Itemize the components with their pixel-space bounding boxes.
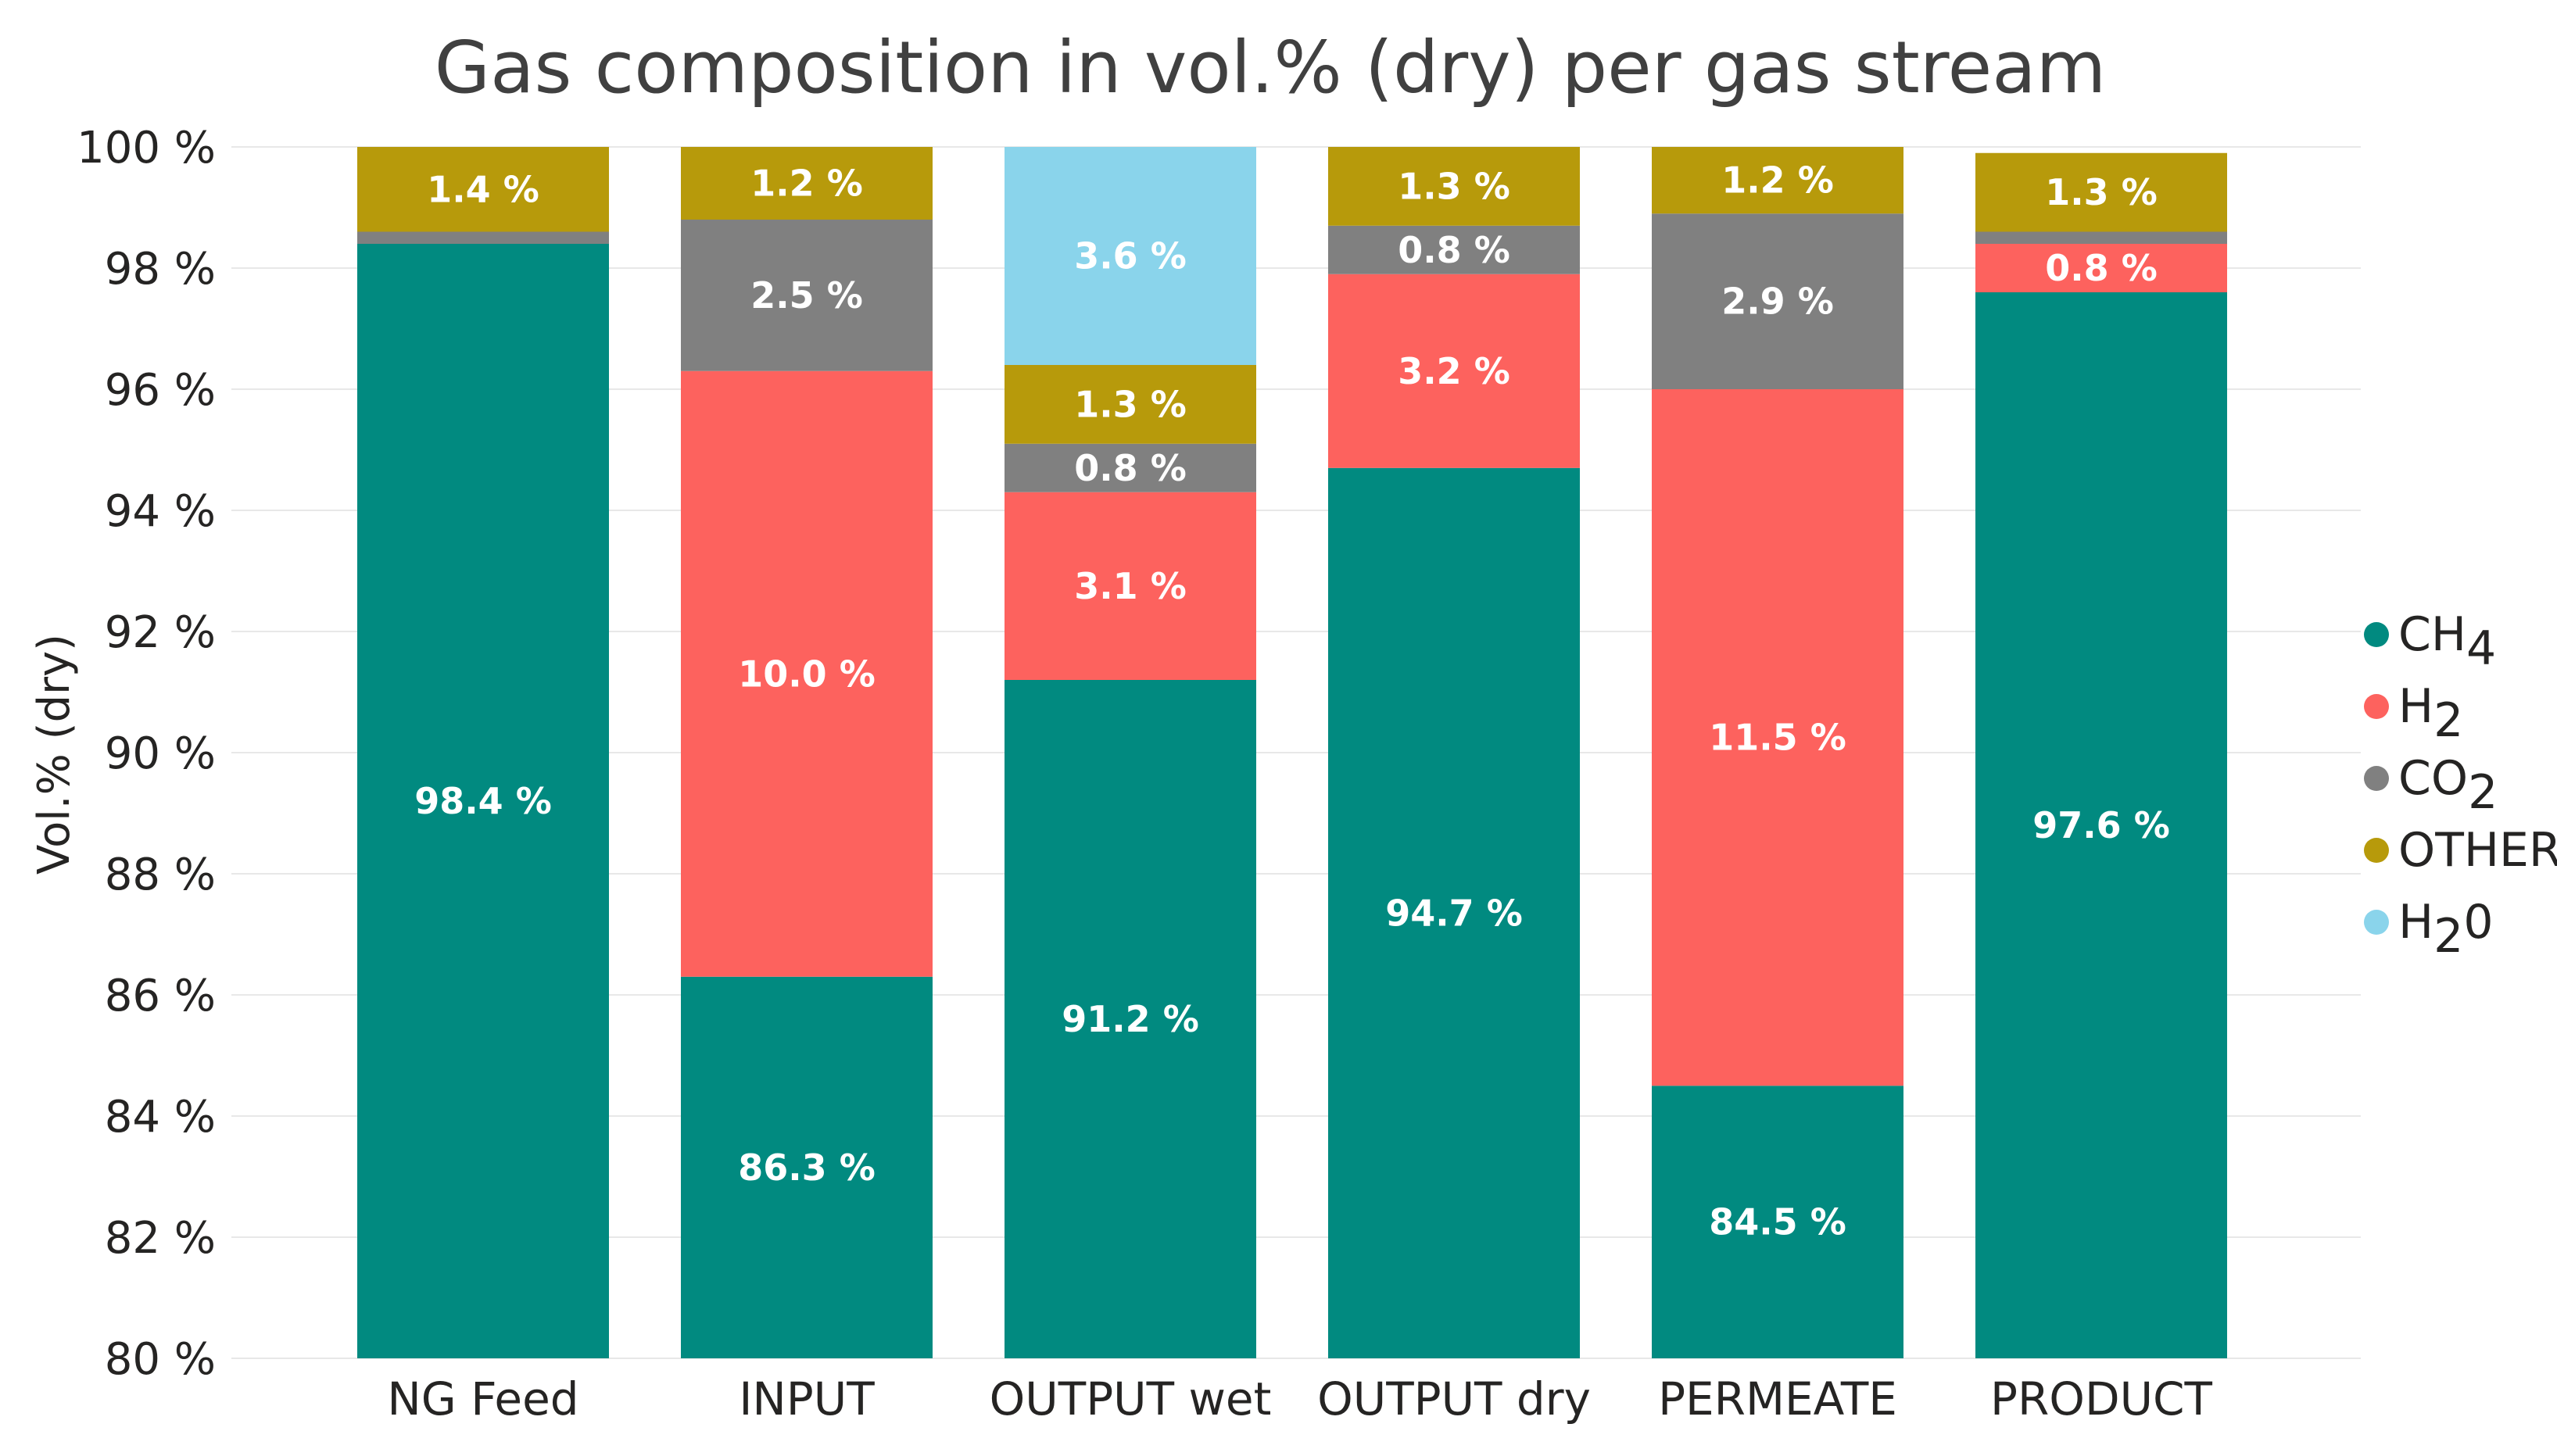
x-category-label: OUTPUT dry [1317,1372,1591,1426]
legend-label: CH4 [2398,607,2496,676]
data-label-ch4-5: 84.5 % [1709,1201,1846,1243]
data-label-h20-3: 3.6 % [1074,235,1187,277]
legend-item-other[interactable]: OTHER [2364,823,2557,878]
legend-item-ch4[interactable]: CH4 [2364,607,2496,676]
legend-item-h2[interactable]: H2 [2364,679,2463,748]
bar-segment-ch4-2[interactable] [681,976,933,1358]
bar-segment-other-4[interactable] [1328,147,1580,226]
y-tick-label: 90 % [105,728,216,779]
x-category-label: INPUT [739,1372,875,1426]
bar-segment-co2-5[interactable] [1652,213,1903,389]
data-label-ch4-3: 91.2 % [1062,998,1199,1040]
data-label-h2-4: 3.2 % [1398,350,1510,392]
bar-segment-h2-3[interactable] [1005,492,1256,680]
legend-marker [2364,910,2389,935]
data-label-co2-5: 2.9 % [1721,281,1834,323]
bar-segment-h20-3[interactable] [1005,147,1256,365]
data-label-ch4-4: 94.7 % [1385,892,1523,934]
data-label-co2-2: 2.5 % [750,274,863,317]
legend-marker [2364,622,2389,647]
data-label-ch4-6: 97.6 % [2032,804,2170,846]
x-category-label: NG Feed [387,1372,578,1426]
bar-segment-ch4-4[interactable] [1328,467,1580,1358]
bar-segment-other-3[interactable] [1005,365,1256,444]
bar-segment-other-2[interactable] [681,147,933,220]
legend-item-co2[interactable]: CO2 [2364,751,2498,820]
legend-label: OTHER [2398,823,2557,878]
legend-marker [2364,766,2389,791]
y-tick-label: 94 % [105,486,216,537]
x-category-label: PRODUCT [1990,1372,2213,1426]
y-tick-label: 98 % [105,244,216,295]
bar-segment-co2-3[interactable] [1005,443,1256,492]
bar-segment-h2-6[interactable] [1975,244,2227,292]
bar-segment-co2-2[interactable] [681,220,933,371]
legend-label: H2 [2398,679,2463,748]
y-tick-label: 88 % [105,850,216,900]
y-tick-label: 92 % [105,607,216,658]
data-label-other-6: 1.3 % [2045,171,2158,213]
y-tick-label: 80 % [105,1334,216,1385]
bar-segment-co2-4[interactable] [1328,225,1580,274]
bar-segment-co2-6[interactable] [1975,231,2227,245]
bar-segment-other-1[interactable] [357,147,609,232]
data-label-other-4: 1.3 % [1398,165,1510,207]
x-category-label: OUTPUT wet [990,1372,1272,1426]
y-axis-title: Vol.% (dry) [29,634,80,875]
y-tick-label: 96 % [105,365,216,416]
bar-segment-co2-1[interactable] [357,231,609,245]
bars [357,147,2227,1358]
bar-segment-h2-5[interactable] [1652,389,1903,1086]
legend-marker [2364,838,2389,863]
axes: 80 % 82 % 84 % 86 % 88 % 90 % 92 % 94 % 96 % 98 %… [77,123,2212,1426]
x-category-label: PERMEATE [1658,1372,1897,1426]
data-label-other-3: 1.3 % [1074,383,1187,425]
data-label-other-2: 1.2 % [750,163,863,205]
data-label-co2-3: 0.8 % [1074,447,1187,489]
bar-segment-h2-4[interactable] [1328,274,1580,468]
data-label-ch4-1: 98.4 % [414,780,552,822]
data-labels: 98.4 % 1.4 % 86.3 % 10.0 % 2.5 % 1.2 % 91.2 % 3… [414,159,2170,1243]
legend-marker [2364,694,2389,719]
data-label-h2-2: 10.0 % [738,653,876,695]
data-label-h2-5: 11.5 % [1709,717,1846,759]
legend-label: H20 [2398,895,2494,964]
bar-segment-ch4-1[interactable] [357,244,609,1358]
y-tick-label: 86 % [105,971,216,1021]
y-tick-label: 100 % [77,123,216,174]
y-tick-label: 82 % [105,1213,216,1264]
bar-segment-other-5[interactable] [1652,147,1903,214]
data-label-co2-4: 0.8 % [1398,229,1510,271]
data-label-ch4-2: 86.3 % [738,1147,876,1189]
data-label-other-1: 1.4 % [427,168,539,210]
y-tick-label: 84 % [105,1092,216,1143]
bar-segment-other-6[interactable] [1975,152,2227,232]
bar-segment-h2-2[interactable] [681,370,933,977]
data-label-other-5: 1.2 % [1721,159,1834,202]
bar-segment-ch4-3[interactable] [1005,680,1256,1358]
bar-segment-ch4-5[interactable] [1652,1086,1903,1358]
legend-item-h20[interactable]: H20 [2364,895,2494,964]
bar-segment-ch4-6[interactable] [1975,292,2227,1358]
legend-label: CO2 [2398,751,2498,820]
data-label-h2-6: 0.8 % [2045,247,2158,289]
chart-title: Gas composition in vol.% (dry) per gas s… [435,26,2106,109]
data-label-h2-3: 3.1 % [1074,565,1187,607]
